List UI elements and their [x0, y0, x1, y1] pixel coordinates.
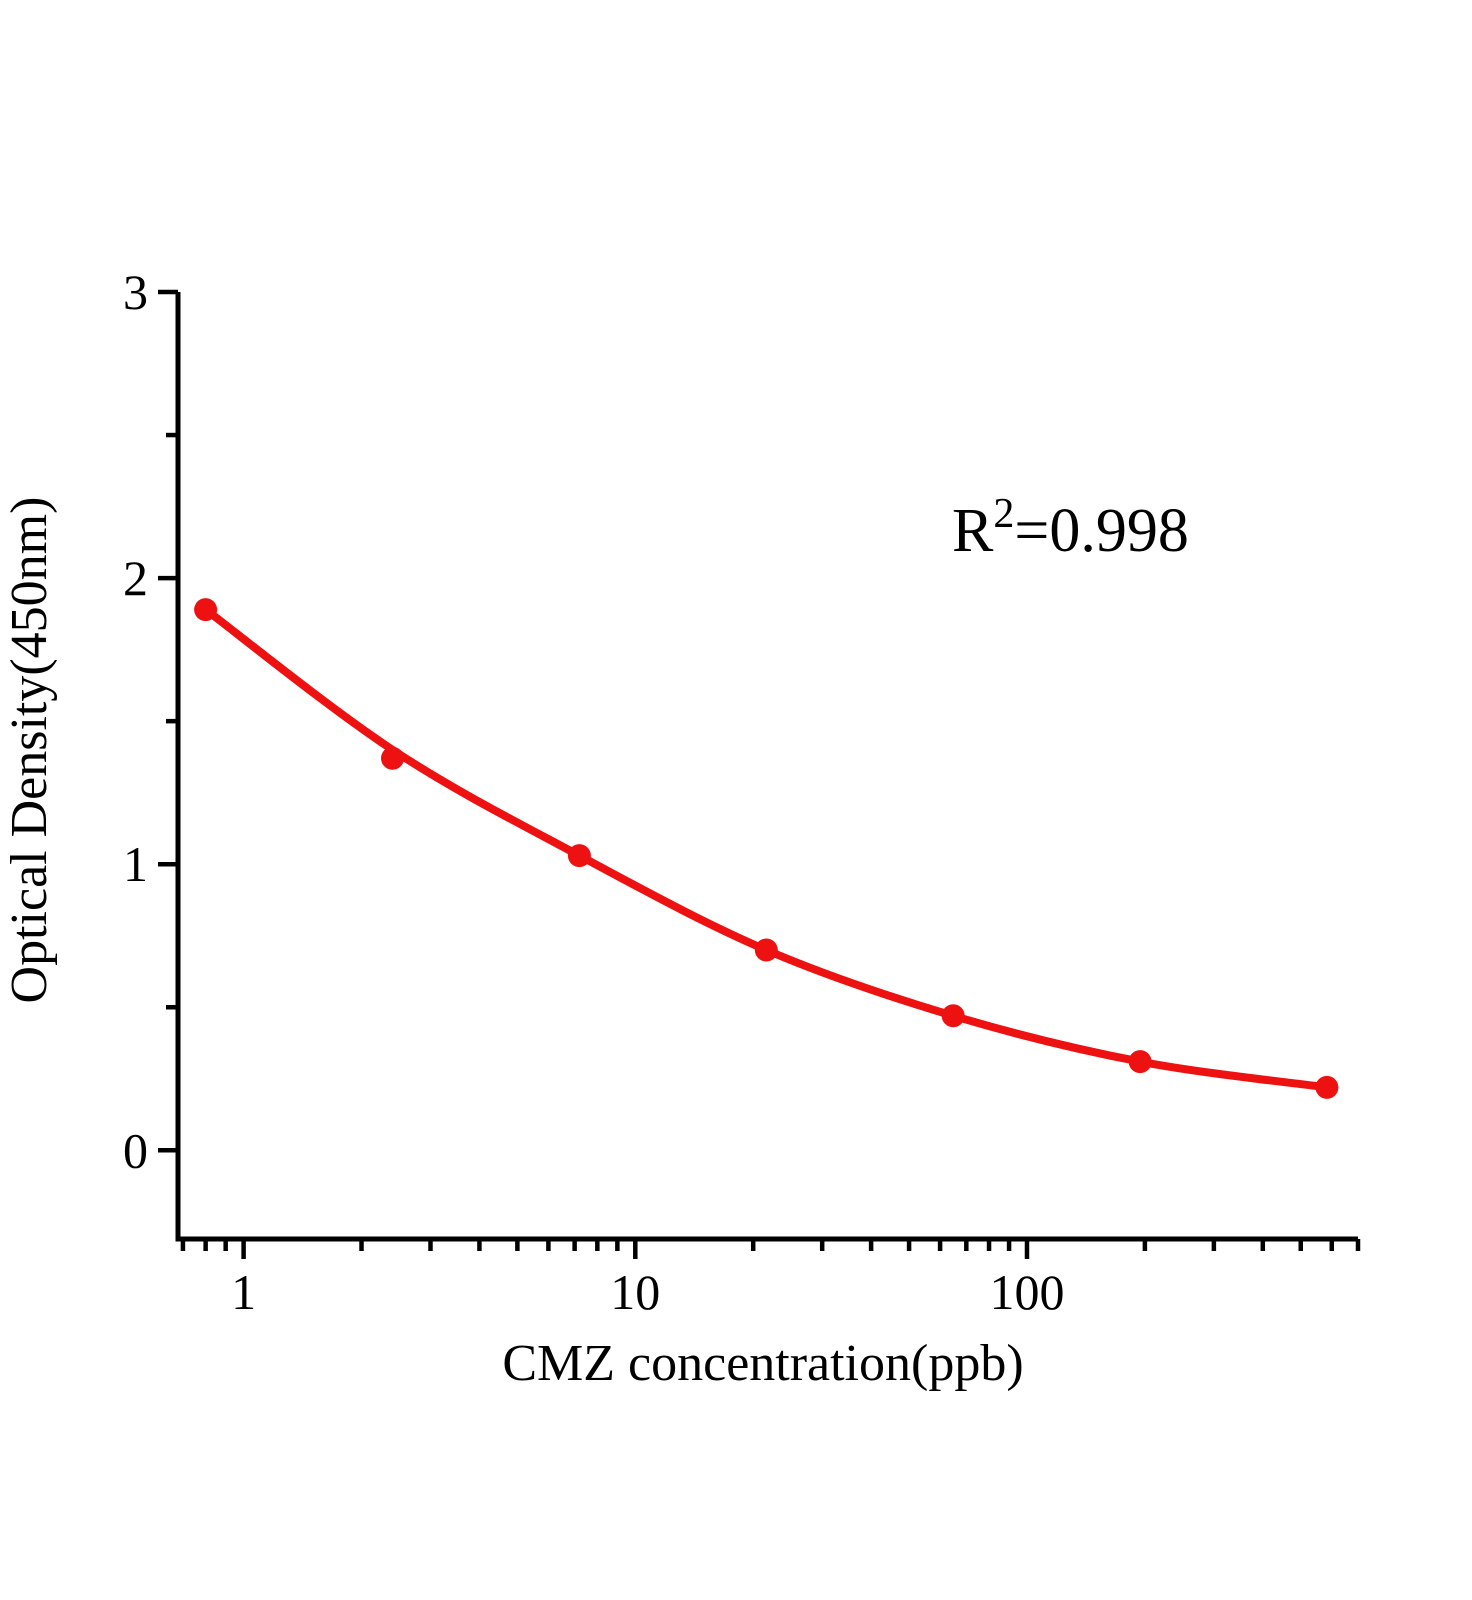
y-tick-label: 0 [123, 1122, 148, 1178]
axis-spines [175, 292, 1358, 1242]
x-axis-ticks [180, 1239, 1361, 1259]
y-tick-label: 3 [123, 264, 148, 320]
data-point [1128, 1050, 1152, 1074]
annotation-superscript: 2 [993, 491, 1014, 537]
y-axis-ticks [158, 289, 178, 1153]
y-tick-labels: 0 1 2 3 [123, 264, 148, 1178]
data-point [194, 598, 218, 622]
data-point [941, 1004, 965, 1028]
data-points [194, 598, 1339, 1099]
x-tick-label: 10 [610, 1264, 660, 1320]
r-squared-annotation: R2=0.998 [952, 491, 1189, 565]
y-tick-label: 1 [123, 836, 148, 892]
x-tick-labels: 1 10 100 [231, 1264, 1064, 1320]
data-point [1315, 1075, 1339, 1099]
x-tick-label: 100 [989, 1264, 1064, 1320]
annotation-suffix: =0.998 [1014, 497, 1188, 565]
fit-curve [201, 605, 1331, 1092]
axes [175, 292, 1358, 1242]
data-point [567, 844, 591, 868]
y-tick-label: 2 [123, 550, 148, 606]
data-point [381, 746, 404, 770]
x-tick-label: 1 [231, 1264, 256, 1320]
annotation-prefix: R [952, 497, 994, 565]
x-axis-title: CMZ concentration(ppb) [502, 1335, 1023, 1392]
data-point [754, 938, 778, 962]
y-axis-title: Optical Density(450nm) [1, 497, 58, 1004]
